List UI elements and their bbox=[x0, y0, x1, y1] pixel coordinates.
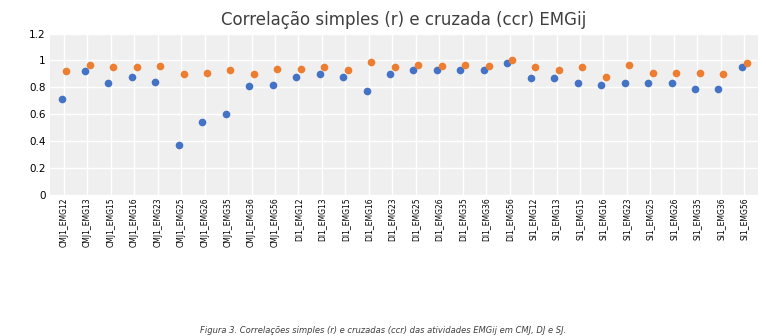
ccr bbox=[693, 70, 705, 75]
ccr bbox=[60, 69, 72, 74]
ccr bbox=[483, 63, 495, 69]
r bbox=[290, 74, 303, 79]
r bbox=[360, 89, 372, 94]
r bbox=[243, 83, 255, 89]
r bbox=[220, 112, 232, 117]
ccr bbox=[576, 65, 588, 70]
r bbox=[712, 86, 725, 91]
r bbox=[384, 71, 396, 77]
ccr bbox=[247, 71, 260, 77]
r bbox=[642, 81, 654, 86]
r bbox=[454, 67, 466, 73]
r bbox=[595, 82, 607, 87]
ccr bbox=[178, 71, 190, 77]
r bbox=[689, 86, 701, 91]
ccr bbox=[553, 67, 565, 73]
ccr bbox=[154, 63, 166, 69]
ccr bbox=[436, 63, 448, 69]
ccr bbox=[741, 60, 753, 66]
r bbox=[313, 71, 326, 77]
ccr bbox=[670, 70, 683, 75]
ccr bbox=[600, 74, 612, 79]
r bbox=[55, 97, 67, 102]
r bbox=[430, 67, 443, 73]
ccr bbox=[201, 70, 213, 75]
r bbox=[736, 65, 748, 70]
r bbox=[548, 75, 561, 81]
ccr bbox=[130, 65, 142, 70]
r bbox=[408, 67, 420, 73]
ccr bbox=[318, 65, 330, 70]
Text: Figura 3. Correlações simples (r) e cruzadas (ccr) das atividades EMGij em CMJ, : Figura 3. Correlações simples (r) e cruz… bbox=[200, 326, 566, 335]
r bbox=[196, 120, 208, 125]
ccr bbox=[271, 66, 283, 71]
ccr bbox=[412, 62, 424, 67]
r bbox=[126, 74, 138, 79]
r bbox=[666, 81, 678, 86]
ccr bbox=[342, 67, 354, 73]
ccr bbox=[529, 65, 542, 70]
r bbox=[478, 67, 490, 73]
r bbox=[571, 81, 584, 86]
r bbox=[172, 142, 185, 148]
ccr bbox=[107, 65, 119, 70]
r bbox=[618, 81, 630, 86]
ccr bbox=[624, 62, 636, 67]
Title: Correlação simples (r) e cruzada (ccr) EMGij: Correlação simples (r) e cruzada (ccr) E… bbox=[221, 11, 587, 29]
ccr bbox=[647, 70, 659, 75]
ccr bbox=[224, 67, 237, 73]
ccr bbox=[717, 71, 729, 77]
r bbox=[103, 81, 115, 86]
r bbox=[79, 69, 91, 74]
ccr bbox=[295, 66, 307, 71]
ccr bbox=[388, 65, 401, 70]
r bbox=[501, 60, 513, 66]
r bbox=[149, 79, 162, 85]
ccr bbox=[365, 59, 378, 65]
r bbox=[337, 74, 349, 79]
r bbox=[267, 82, 279, 87]
r bbox=[525, 75, 537, 81]
ccr bbox=[459, 62, 471, 67]
ccr bbox=[506, 58, 518, 63]
ccr bbox=[83, 62, 96, 67]
